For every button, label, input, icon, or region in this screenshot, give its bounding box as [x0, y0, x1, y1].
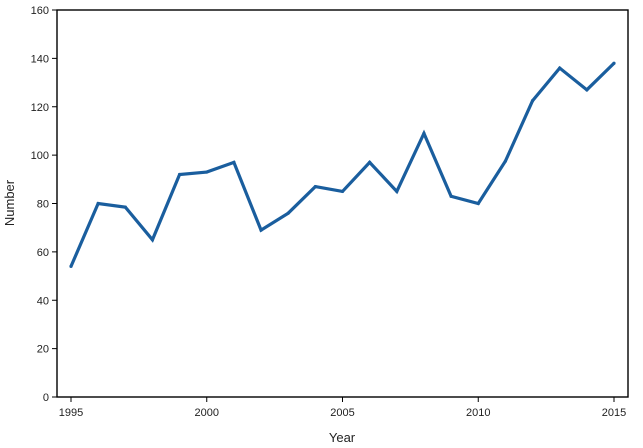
- data-point: [232, 160, 236, 164]
- data-point: [530, 99, 535, 103]
- data-point: [558, 66, 562, 70]
- y-tick-label: 140: [31, 53, 49, 65]
- data-point: [612, 61, 616, 65]
- data-point: [313, 184, 317, 189]
- data-point: [395, 189, 399, 194]
- series-line: [69, 62, 616, 268]
- data-point: [178, 172, 182, 177]
- data-point: [449, 194, 453, 198]
- y-tick-label: 0: [43, 392, 49, 404]
- data-point: [150, 238, 155, 242]
- data-point: [422, 131, 426, 135]
- data-point: [585, 88, 589, 92]
- plot-frame: [56, 9, 629, 398]
- x-axis-title: Year: [329, 430, 356, 445]
- data-point: [340, 189, 345, 194]
- x-tick-label: 2010: [466, 407, 490, 419]
- data-point: [205, 170, 209, 174]
- y-tick-label: 20: [37, 344, 49, 356]
- data-point: [286, 211, 290, 215]
- y-tick-label: 80: [37, 199, 49, 211]
- y-axis-title: Number: [2, 179, 17, 226]
- y-tick-label: 40: [37, 295, 49, 307]
- x-tick-label: 2005: [330, 407, 354, 419]
- data-point: [368, 160, 372, 164]
- data-point: [259, 228, 263, 232]
- data-point: [503, 159, 507, 163]
- x-tick-label: 1995: [59, 407, 83, 419]
- data-point: [476, 201, 480, 206]
- y-tick-label: 100: [31, 150, 49, 162]
- y-axis-ticks: 0 20 40 60 80 100 120 140 160: [31, 5, 57, 404]
- data-point: [69, 264, 73, 268]
- data-point: [123, 205, 127, 209]
- y-tick-label: 160: [31, 5, 49, 17]
- y-tick-label: 60: [37, 247, 49, 259]
- x-tick-label: 2015: [602, 407, 626, 419]
- y-tick-label: 120: [31, 102, 49, 114]
- x-tick-label: 2000: [195, 407, 219, 419]
- x-axis-ticks: 1995 2000 2005 2010 2015: [59, 397, 626, 419]
- data-points: [69, 61, 616, 268]
- data-point: [96, 201, 100, 206]
